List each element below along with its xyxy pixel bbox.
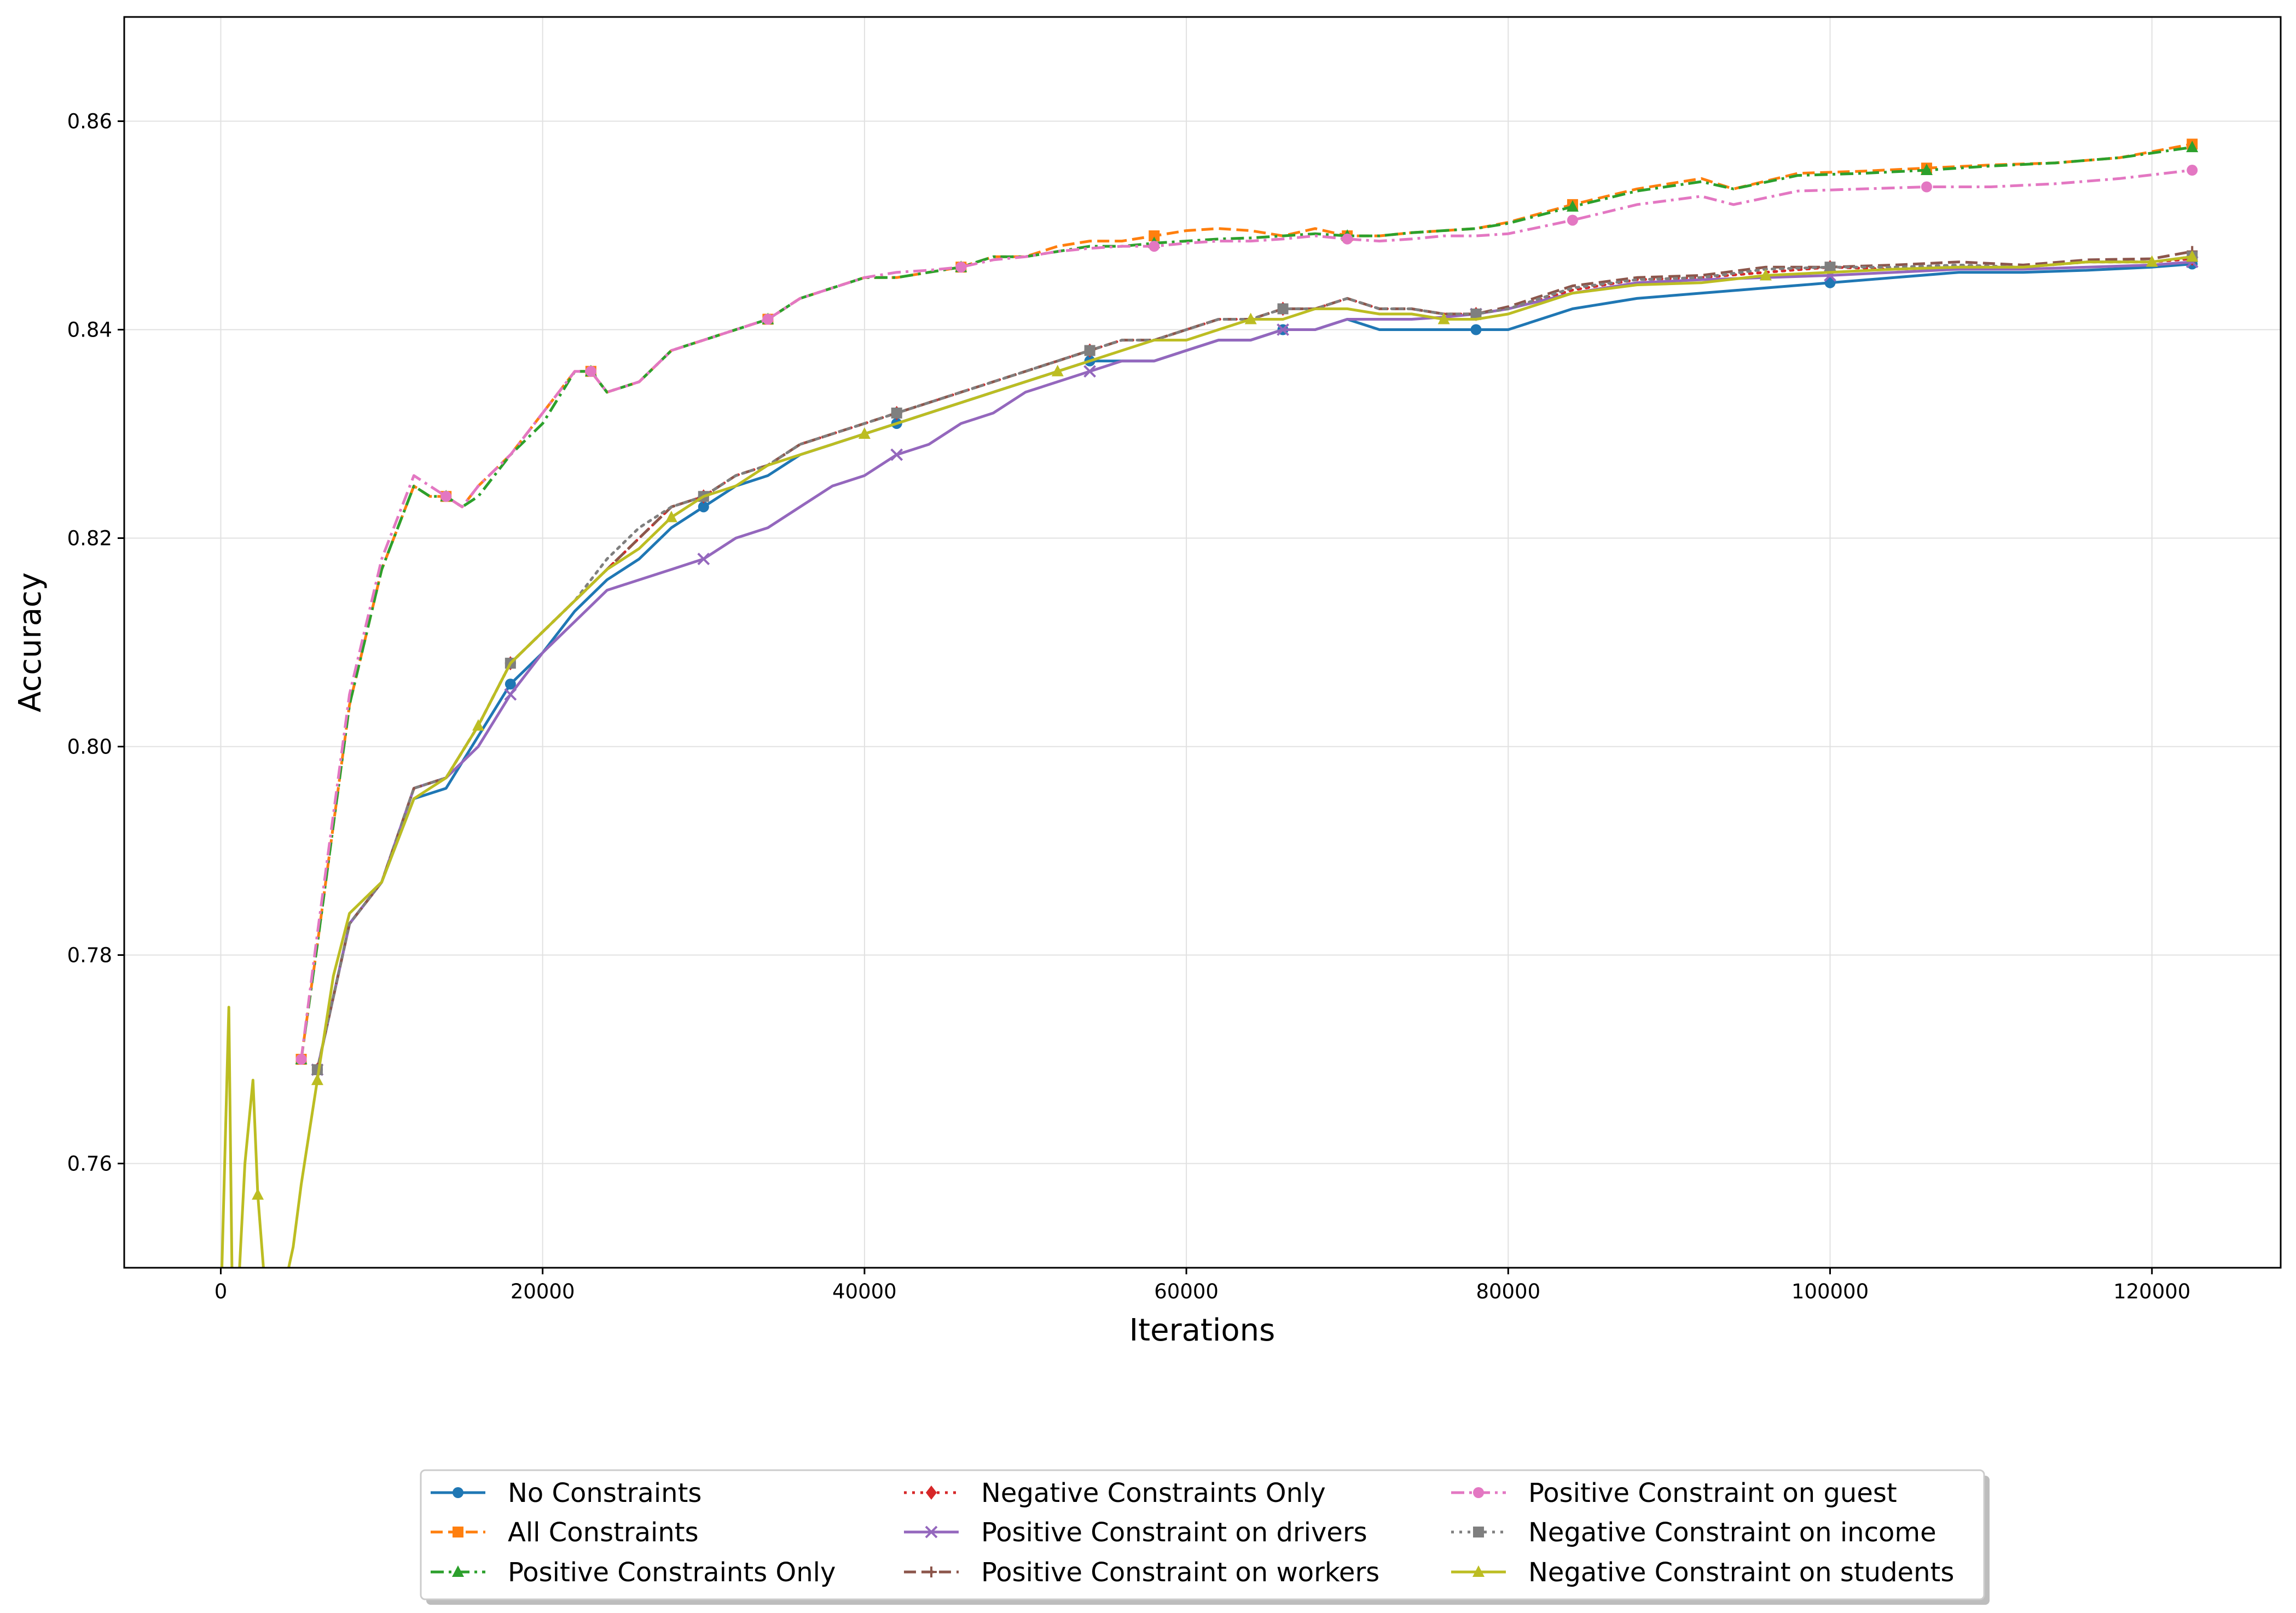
legend-marker	[926, 1566, 937, 1577]
data-point	[1470, 308, 1482, 320]
data-point	[2186, 141, 2199, 153]
y-tick-label: 0.86	[67, 110, 112, 134]
legend-item-negative-constraint-on-income: Negative Constraint on income	[1451, 1517, 1936, 1548]
legend-marker	[453, 1527, 463, 1537]
data-point	[1921, 181, 1932, 193]
legend-label: No Constraints	[508, 1478, 701, 1508]
legend-item-no-constraints: No Constraints	[431, 1478, 701, 1508]
legend-label: Positive Constraint on guest	[1528, 1478, 1897, 1508]
x-tick-label: 40000	[832, 1280, 897, 1303]
data-point	[698, 501, 709, 513]
series-line-positive-constraint-on-guest	[300, 169, 2193, 1060]
data-point	[1149, 230, 1160, 242]
y-axis-ticks: 0.76 0.78 0.80 0.82 0.84 0.86	[67, 110, 124, 1176]
legend-marker	[1473, 1487, 1484, 1498]
data-point	[252, 1188, 264, 1200]
x-axis-label: Iterations	[1129, 1313, 1275, 1348]
legend-item-positive-constraint-on-workers: Positive Constraint on workers	[904, 1557, 1379, 1588]
data-point	[1277, 323, 1289, 336]
plot-background	[124, 17, 2281, 1268]
legend-item-positive-constraint-on-guest: Positive Constraint on guest	[1451, 1478, 1897, 1508]
x-tick-label: 60000	[1154, 1280, 1219, 1303]
legend-marker	[453, 1487, 463, 1498]
legend-box	[420, 1469, 1985, 1600]
x-tick-label: 120000	[2113, 1280, 2190, 1303]
x-tick-label: 100000	[1791, 1280, 1869, 1303]
legend-label: Positive Constraint on workers	[981, 1557, 1379, 1588]
series-line-negative-constraint-on-students	[221, 255, 2193, 1268]
legend: No Constraints All Constraints Positive Co…	[420, 1469, 1990, 1605]
grid-lines	[124, 17, 2281, 1268]
x-axis-ticks: 0 20000 40000 60000 80000 100000 120000	[214, 1268, 2190, 1303]
data-point	[858, 427, 871, 439]
data-point	[311, 1074, 323, 1086]
data-point	[891, 407, 902, 419]
data-point	[1759, 269, 1772, 281]
legend-label: Negative Constraint on students	[1528, 1557, 1954, 1588]
series-positive-constraint-on-guest	[295, 165, 2198, 1065]
legend-item-negative-constraints-only: Negative Constraints Only	[904, 1478, 1326, 1508]
data-point	[1342, 233, 1353, 245]
data-point	[2146, 255, 2158, 267]
plot-frame	[123, 16, 2282, 1269]
series-line-positive-constraints-only	[300, 146, 2193, 1060]
data-point	[504, 688, 517, 701]
data-point	[1244, 312, 1257, 324]
y-tick-label: 0.76	[67, 1152, 112, 1176]
legend-marker	[926, 1486, 937, 1500]
legend-label: Negative Constraints Only	[981, 1478, 1326, 1508]
x-tick-label: 0	[214, 1280, 228, 1303]
data-point	[1824, 262, 1836, 273]
series-line-all-constraints	[300, 142, 2193, 1060]
legend-item-all-constraints: All Constraints	[431, 1517, 699, 1548]
data-point	[1470, 324, 1482, 335]
legend-label: Positive Constraints Only	[508, 1557, 836, 1588]
legend-marker	[1472, 1565, 1485, 1577]
legend-label: Positive Constraint on drivers	[981, 1517, 1367, 1548]
y-tick-label: 0.84	[67, 318, 112, 342]
legend-marker	[452, 1565, 464, 1577]
data-point	[890, 448, 903, 461]
data-point	[440, 491, 452, 502]
legend-label: All Constraints	[508, 1517, 699, 1548]
series-layer	[214, 138, 2199, 1314]
y-tick-label: 0.82	[67, 527, 112, 550]
data-point	[1437, 312, 1450, 324]
x-tick-label: 80000	[1476, 1280, 1540, 1303]
data-point	[665, 510, 677, 523]
data-point	[2187, 165, 2198, 176]
data-point	[697, 553, 710, 566]
series-negative-constraint-on-students	[214, 250, 2199, 1314]
legend-marker	[1473, 1527, 1484, 1537]
data-point	[472, 719, 485, 731]
legend-item-positive-constraints-only: Positive Constraints Only	[431, 1557, 836, 1588]
legend-marker	[925, 1525, 938, 1539]
data-point	[1824, 277, 1836, 288]
data-point	[585, 365, 596, 377]
data-point	[1084, 345, 1095, 356]
x-tick-label: 20000	[511, 1280, 575, 1303]
data-point	[1149, 241, 1160, 252]
legend-item-positive-constraint-on-drivers: Positive Constraint on drivers	[904, 1517, 1367, 1548]
data-point	[955, 262, 967, 273]
data-point	[1920, 164, 1933, 176]
data-point	[214, 1303, 227, 1314]
y-tick-label: 0.80	[67, 735, 112, 759]
data-point	[1277, 303, 1289, 315]
data-point	[1083, 365, 1097, 378]
data-point	[1567, 214, 1578, 226]
legend-item-negative-constraint-on-students: Negative Constraint on students	[1451, 1557, 1954, 1588]
data-point	[1566, 200, 1579, 212]
data-point	[1051, 364, 1064, 376]
data-point	[295, 1054, 307, 1065]
data-point	[762, 314, 774, 325]
y-tick-label: 0.78	[67, 944, 112, 967]
data-point	[2186, 250, 2199, 262]
y-axis-label: Accuracy	[13, 572, 48, 712]
data-point	[505, 678, 516, 690]
legend-label: Negative Constraint on income	[1528, 1517, 1936, 1548]
